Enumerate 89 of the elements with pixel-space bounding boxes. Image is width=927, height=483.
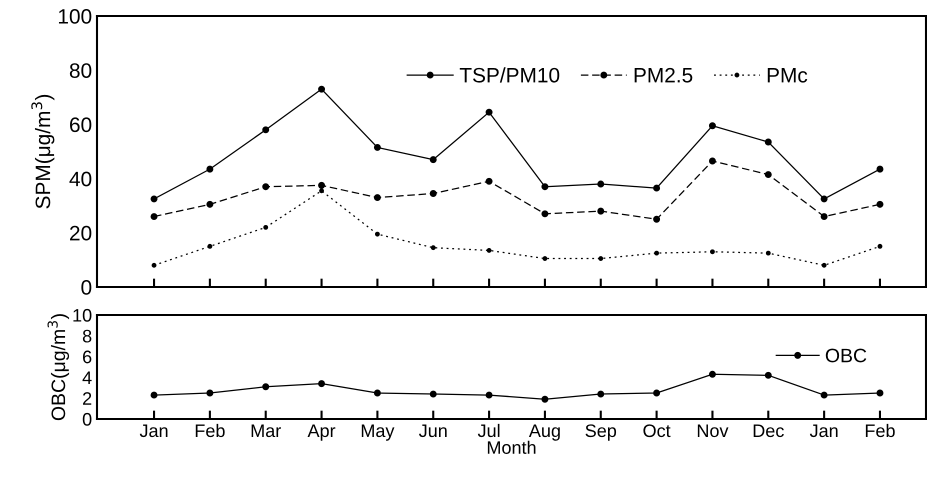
y-axis-title: SPM(μg/m$^{3}$) [31, 94, 54, 208]
point [150, 195, 158, 202]
point [152, 262, 156, 268]
legend-label: OBC [826, 348, 866, 362]
point [822, 262, 827, 268]
point [486, 248, 492, 253]
y-tick-label: 20 [70, 226, 92, 241]
point [374, 144, 381, 151]
point [820, 213, 828, 220]
x-tick-label: Jul [478, 424, 500, 438]
point [263, 224, 268, 230]
x-tick-label: Sep [586, 424, 616, 441]
point [541, 210, 548, 218]
point [653, 216, 660, 223]
x-tick-label: Dec [754, 424, 784, 438]
point [820, 392, 828, 399]
y-tick-label: 4 [82, 372, 92, 384]
y-tick-label: 8 [82, 330, 92, 343]
x-tick-label: Jan [140, 424, 168, 438]
point [262, 183, 270, 190]
point [374, 194, 381, 202]
point [319, 188, 324, 194]
y-tick-label: 40 [69, 172, 92, 186]
point [541, 396, 548, 403]
point [597, 208, 604, 215]
point [710, 249, 715, 254]
point [206, 390, 214, 396]
point [374, 390, 381, 396]
x-tick-label: Feb [866, 424, 895, 438]
point [598, 256, 604, 261]
x-tick-label: Nov [698, 424, 728, 438]
point [708, 370, 716, 378]
y-tick-label: 2 [83, 392, 92, 405]
point [430, 245, 436, 250]
point [653, 390, 660, 396]
x-tick-label: Jun [418, 424, 447, 438]
point [207, 244, 212, 249]
point [876, 200, 884, 208]
x-axis-title: Month [488, 440, 536, 454]
point [262, 383, 270, 390]
x-tick-label: Feb [196, 424, 225, 438]
point [486, 392, 493, 399]
y-axis-title: OBC(μg/m$^{3}$) [48, 314, 70, 420]
point [150, 392, 158, 399]
point [820, 195, 828, 202]
point [486, 108, 493, 116]
legend-label: TSP/PM10 [460, 67, 560, 83]
point [374, 232, 380, 237]
legend-label: PMc [768, 68, 808, 83]
point [653, 184, 660, 192]
point [764, 171, 772, 178]
point [486, 178, 493, 185]
point [766, 250, 771, 256]
point [541, 183, 548, 190]
point [206, 166, 214, 173]
point [597, 180, 604, 188]
point [764, 138, 772, 146]
y-tick-label: 0 [81, 280, 92, 295]
point [876, 166, 884, 173]
point [878, 244, 882, 249]
point [430, 390, 437, 398]
y-tick-label: 100 [58, 9, 92, 24]
x-tick-label: May [362, 424, 394, 441]
y-tick-label: 80 [70, 63, 92, 78]
x-tick-label: Mar [252, 424, 281, 438]
x-tick-label: Apr [308, 424, 336, 441]
y-tick-label: 6 [83, 350, 92, 364]
y-tick-label: 0 [82, 412, 92, 426]
point [206, 200, 214, 208]
x-tick-label: Oct [643, 424, 671, 438]
point [708, 158, 716, 164]
point [318, 380, 326, 388]
point [318, 86, 326, 93]
x-tick-label: Aug [528, 424, 560, 441]
point [542, 256, 548, 261]
point [430, 156, 437, 164]
y-tick-label: 10 [73, 308, 92, 322]
x-tick-label: Jan [810, 424, 838, 438]
point [262, 126, 270, 134]
y-tick-label: 60 [70, 117, 92, 132]
legend-label: PM2.5 [634, 68, 692, 83]
point [708, 122, 716, 130]
point [654, 250, 660, 256]
point [876, 390, 884, 396]
point [150, 213, 158, 220]
point [764, 372, 772, 379]
point [430, 190, 437, 197]
point [318, 182, 326, 189]
point [597, 390, 604, 398]
